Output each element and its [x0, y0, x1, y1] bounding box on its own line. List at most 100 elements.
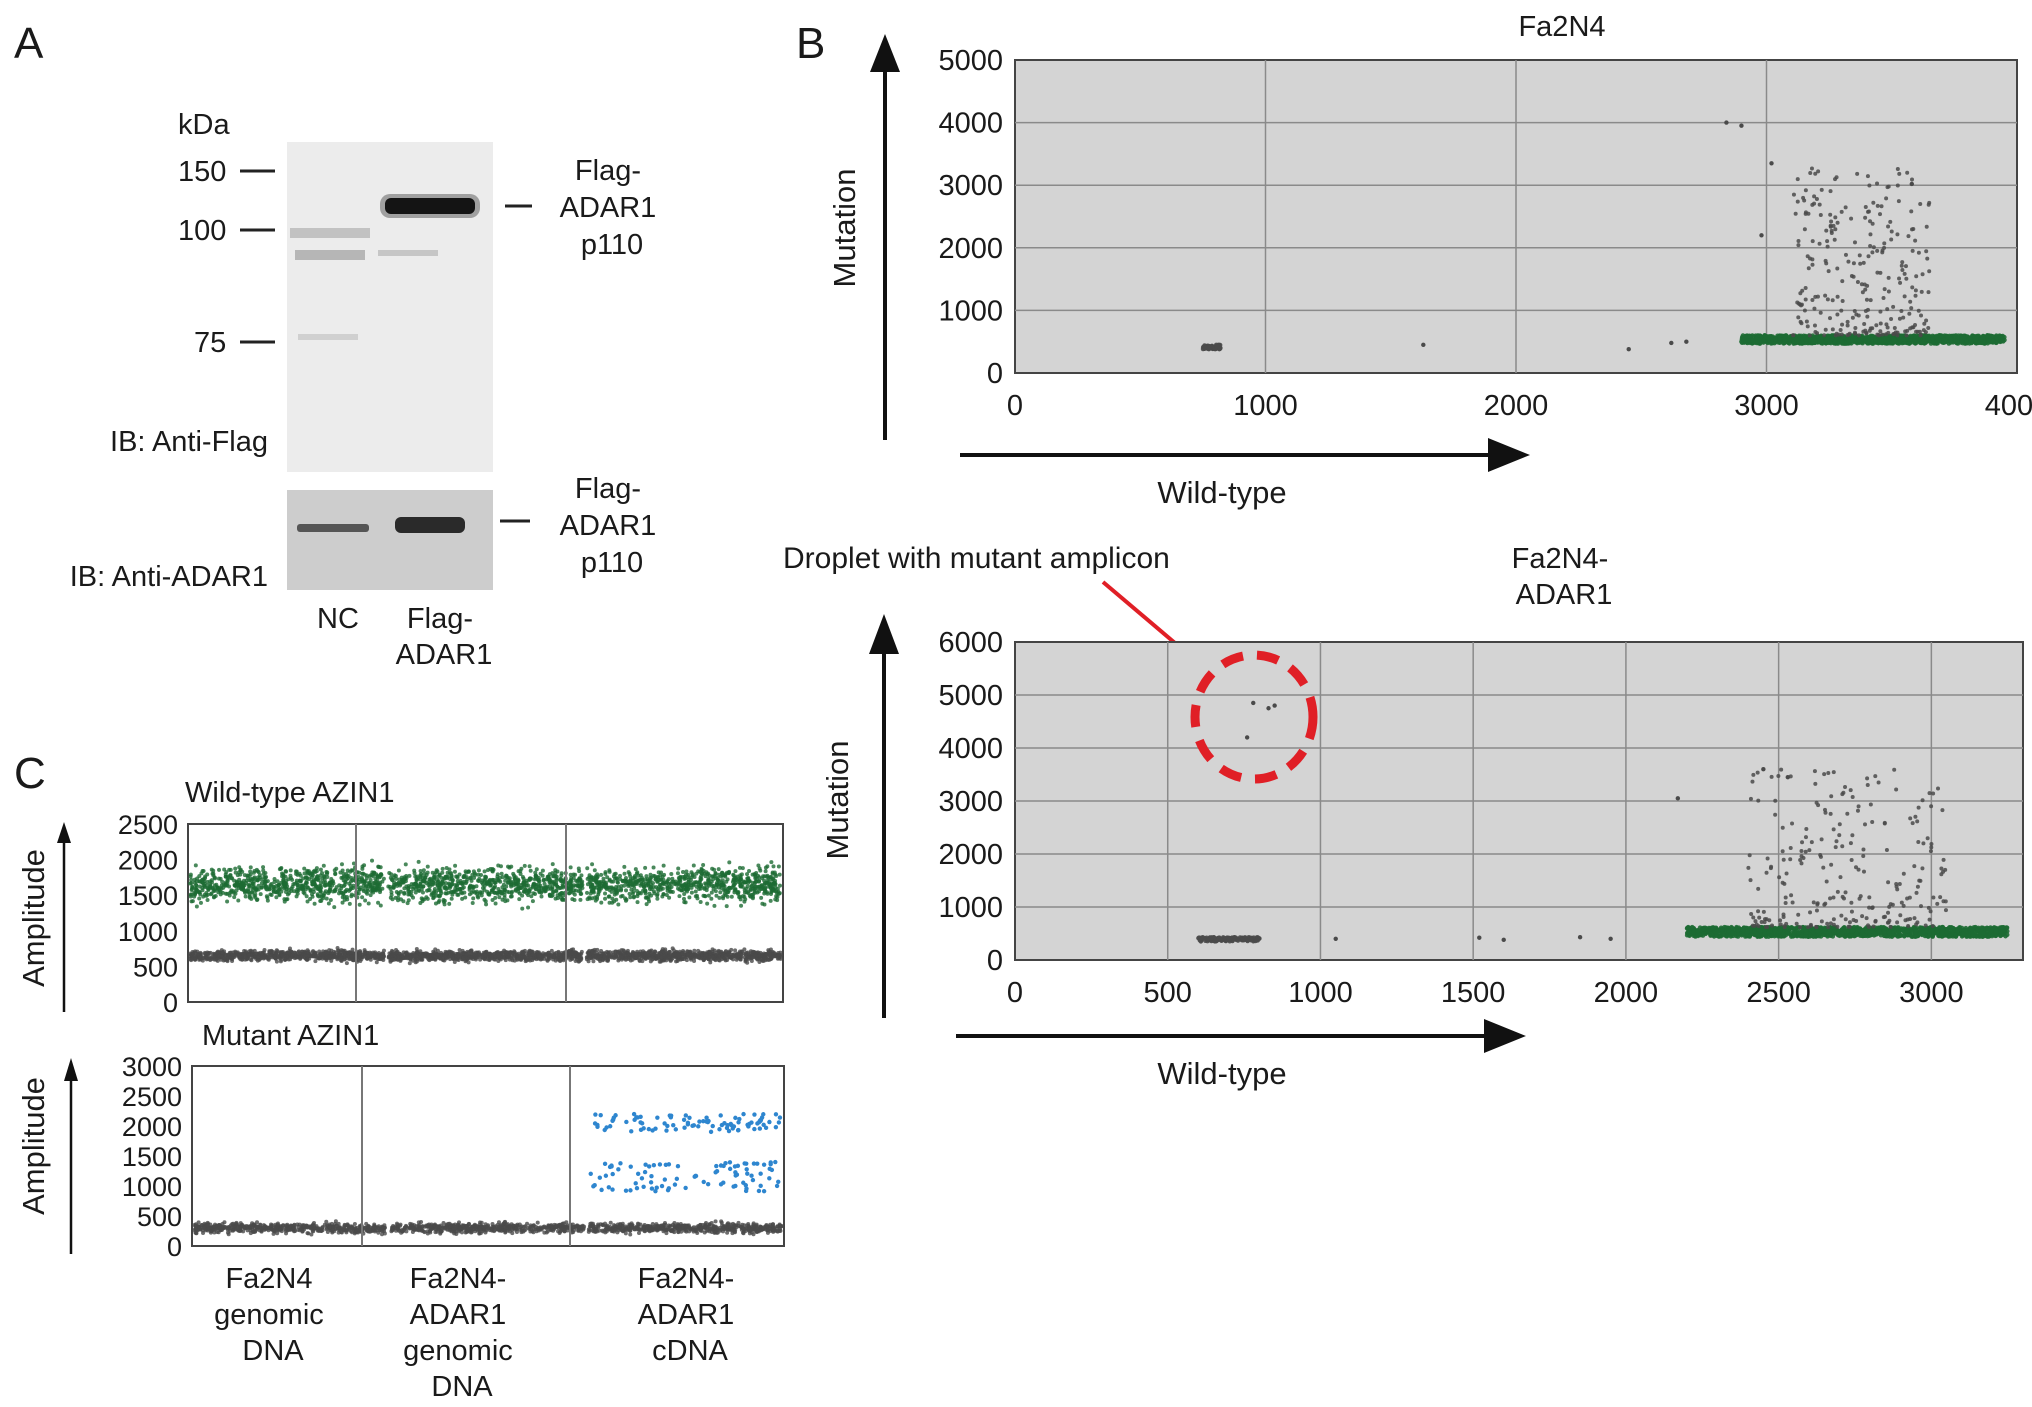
data-point: [1845, 811, 1850, 816]
data-point: [1993, 928, 1999, 934]
data-point: [1840, 298, 1845, 303]
data-point: [1892, 767, 1897, 772]
data-point: [360, 895, 365, 900]
data-point: [1257, 936, 1262, 941]
data-point: [1856, 333, 1861, 338]
data-point: [1832, 237, 1837, 242]
data-point: [1902, 294, 1907, 299]
data-point: [1828, 223, 1833, 228]
y-tick-label: 0: [987, 358, 1003, 390]
data-point: [1935, 930, 1940, 936]
data-point: [1906, 924, 1911, 929]
data-point: [223, 882, 228, 887]
data-point: [271, 889, 276, 894]
data-point: [745, 884, 750, 889]
data-point: [579, 873, 584, 878]
data-point: [276, 882, 281, 887]
data-point: [328, 897, 333, 902]
data-point: [1899, 263, 1904, 268]
data-point: [1773, 812, 1778, 817]
data-point: [1878, 212, 1883, 217]
data-point: [1759, 233, 1764, 238]
data-point: [254, 887, 259, 892]
data-point: [1913, 293, 1918, 298]
data-point: [284, 897, 289, 902]
data-point: [239, 880, 244, 885]
data-point: [1877, 338, 1882, 344]
data-point: [1854, 312, 1859, 317]
data-point: [1807, 848, 1812, 853]
data-point: [1783, 900, 1788, 905]
data-point: [285, 892, 290, 897]
ib-anti-flag: IB: Anti-Flag: [110, 426, 268, 458]
data-point: [318, 867, 323, 872]
data-point: [248, 878, 253, 883]
data-point: [460, 882, 465, 887]
data-point: [568, 865, 573, 870]
data-point: [1885, 307, 1890, 312]
data-point: [1850, 337, 1855, 343]
data-point: [363, 898, 368, 903]
data-point: [1799, 849, 1804, 854]
annotation-droplet-mutant: Droplet with mutant amplicon: [783, 542, 1170, 575]
data-point: [378, 903, 383, 908]
data-point: [208, 892, 213, 897]
data-point: [499, 871, 504, 876]
data-point: [309, 892, 314, 897]
data-point: [1501, 937, 1506, 943]
data-point: [1852, 309, 1857, 314]
data-point: [1905, 170, 1910, 175]
data-point: [1918, 201, 1923, 206]
data-point: [343, 879, 348, 884]
data-point: [430, 882, 435, 887]
data-point: [1803, 849, 1808, 854]
data-point: [1886, 275, 1891, 280]
data-point: [371, 880, 376, 885]
data-point: [1758, 928, 1764, 934]
data-point: [402, 891, 407, 896]
data-point: [1868, 802, 1873, 807]
data-point: [1863, 328, 1868, 333]
data-point: [1941, 899, 1946, 904]
data-point: [1913, 814, 1918, 819]
data-point: [1780, 849, 1785, 854]
data-point: [370, 858, 375, 863]
data-point: [1747, 934, 1753, 939]
data-point: [537, 888, 542, 893]
data-point: [1898, 280, 1903, 285]
data-point: [1943, 908, 1948, 913]
data-point: [1608, 936, 1613, 941]
data-point: [1870, 820, 1875, 825]
data-point: [1947, 933, 1952, 938]
data-point: [1686, 925, 1691, 931]
data-point: [403, 862, 408, 867]
data-point: [1803, 297, 1808, 302]
data-point: [1849, 909, 1854, 914]
data-point: [1577, 935, 1583, 940]
data-point: [1948, 340, 1954, 345]
data-point: [480, 878, 485, 883]
data-point: [1888, 924, 1893, 929]
data-point: [1856, 804, 1861, 809]
data-point: [275, 879, 280, 884]
data-point: [1885, 185, 1890, 190]
data-point: [426, 882, 431, 887]
data-point: [1846, 259, 1851, 264]
data-point: [1829, 794, 1834, 799]
data-point: [1816, 169, 1821, 174]
data-point: [364, 884, 369, 889]
data-point: [1826, 925, 1831, 930]
data-point: [1823, 327, 1828, 332]
data-point: [1905, 896, 1910, 901]
data-point: [1917, 878, 1922, 883]
data-point: [1866, 924, 1871, 929]
y-tick-label: 3000: [938, 786, 1003, 818]
data-point: [1914, 274, 1919, 279]
data-point: [1906, 234, 1911, 239]
data-point: [1707, 931, 1712, 936]
data-point: [703, 881, 708, 886]
data-point: [1865, 174, 1870, 179]
data-point: [242, 873, 247, 878]
data-point: [303, 875, 308, 880]
